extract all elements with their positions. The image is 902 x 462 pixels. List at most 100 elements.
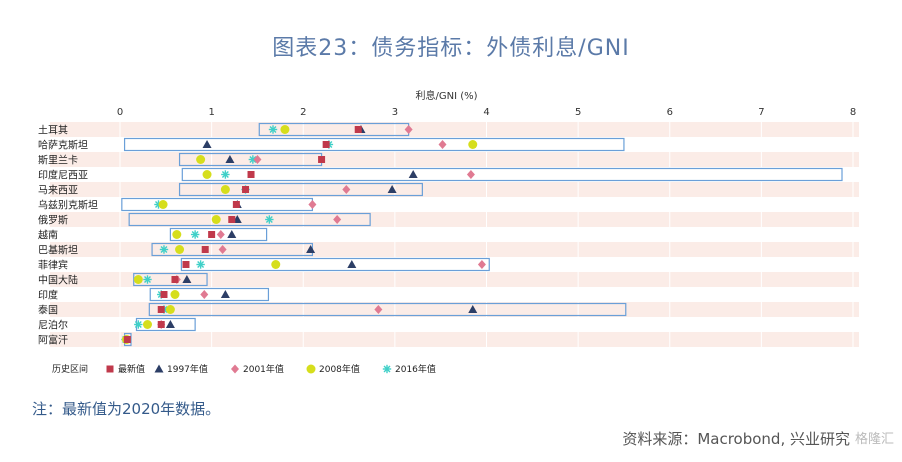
latest-marker [322,141,330,148]
marker-2001 [438,140,447,149]
legend-marker-2008 [306,364,316,374]
range-box [181,167,843,182]
legend-item: 1997年值 [154,363,208,375]
marker-2008 [165,305,175,314]
category-label: 印度尼西亚 [38,169,88,182]
legend-latest-marker [106,365,114,373]
legend-label: 1997年值 [167,363,208,375]
category-label: 菲律宾 [38,259,68,272]
category-label: 泰国 [38,304,58,317]
latest-marker [157,306,165,313]
latest-marker [247,171,255,178]
row-stripe [50,272,859,287]
marker-1997 [220,290,230,298]
marker-2001 [218,245,227,254]
x-tick-label: 5 [575,107,581,118]
legend-marker-2001 [231,364,239,374]
latest-marker [242,186,250,193]
x-tick-label: 1 [208,107,214,118]
range-box [180,257,490,272]
marker-2001 [477,260,486,269]
marker-1997 [227,230,237,238]
latest-marker [208,231,216,238]
legend-marker-1997 [154,364,164,373]
category-row: 乌兹别克斯坦 [38,197,317,212]
legend-item: 历史区间 [52,363,88,375]
marker-2008 [271,260,281,269]
source-note: 资料来源：Macrobond, 兴业研究 [622,430,850,448]
latest-marker [182,261,190,268]
row-stripe [50,212,859,227]
row-stripe [50,182,859,197]
marker-2008 [220,185,230,194]
legend-item: 2001年值 [231,363,284,375]
x-tick-label: 8 [850,107,856,118]
marker-2008 [202,170,212,179]
marker-1997 [387,185,397,193]
latest-marker [157,321,165,328]
category-row: 土耳其 [38,122,413,137]
marker-1997 [182,275,192,283]
marker-2016 [268,125,278,134]
marker-2001 [404,125,413,134]
latest-marker [171,276,179,283]
marker-1997 [408,170,418,178]
category-label: 印度 [38,289,58,302]
range-box [133,272,208,287]
row-stripe [50,332,859,347]
marker-2016 [159,245,169,254]
category-label: 斯里兰卡 [38,154,78,167]
category-label: 乌兹别克斯坦 [38,199,98,212]
marker-2008 [468,140,478,149]
marker-1997 [347,260,357,268]
legend-marker-2016 [382,364,392,374]
latest-marker [201,246,209,253]
category-row: 马来西亚 [38,182,423,197]
legend-item: 2016年值 [382,363,436,375]
marker-2008 [172,230,182,239]
marker-2008 [280,125,290,134]
marker-1997 [306,245,316,253]
marker-1997 [225,155,235,163]
category-label: 巴基斯坦 [38,244,78,257]
watermark: 格隆汇 [854,432,894,447]
latest-marker [123,336,131,343]
marker-2016 [221,170,230,179]
chart-title: 图表23：债务指标：外债利息/GNI [272,36,630,61]
marker-2016 [190,230,200,239]
category-label: 土耳其 [38,124,68,137]
category-label: 俄罗斯 [38,214,68,227]
latest-marker [318,156,326,163]
marker-2008 [211,215,221,224]
legend-label: 2008年值 [319,363,360,375]
range-box [123,137,625,152]
marker-2016 [134,320,143,329]
x-tick-label: 3 [392,107,398,118]
marker-2008 [158,200,168,209]
category-label: 哈萨克斯坦 [38,139,88,152]
x-tick-label: 6 [667,107,673,118]
marker-2001 [216,230,225,239]
category-row: 阿富汗 [38,332,132,347]
category-row: 印度尼西亚 [38,167,843,182]
marker-2001 [308,200,317,209]
marker-2008 [133,275,143,284]
range-box [148,302,627,317]
category-label: 越南 [38,229,58,242]
latest-marker [232,201,240,208]
legend-label: 历史区间 [52,363,88,375]
category-label: 马来西亚 [38,185,78,197]
marker-2008 [175,245,185,254]
marker-2016 [265,215,274,224]
latest-marker [160,291,168,298]
range-box [128,212,371,227]
legend-item: 最新值 [106,363,145,375]
marker-1997 [202,140,212,148]
marker-2016 [143,275,152,284]
marker-2001 [374,305,383,314]
row-stripe [50,152,859,167]
row-stripe [50,302,859,317]
x-tick-label: 2 [300,107,306,118]
category-row: 巴基斯坦 [38,242,316,257]
